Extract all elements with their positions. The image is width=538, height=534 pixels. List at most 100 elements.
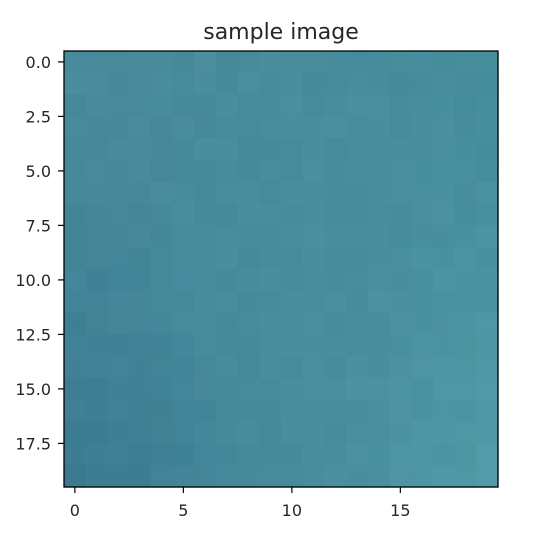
heatmap-cell	[411, 334, 434, 357]
heatmap-cell	[150, 203, 174, 226]
heatmap-cell	[150, 334, 174, 357]
heatmap-cell	[281, 334, 304, 357]
heatmap-cell	[324, 94, 347, 117]
heatmap-cell	[64, 160, 87, 183]
heatmap-cell	[302, 443, 325, 466]
heatmap-cell	[324, 269, 347, 292]
heatmap-cell	[150, 116, 174, 139]
heatmap-cell	[215, 290, 239, 314]
heatmap-cell	[324, 421, 347, 444]
heatmap-cell	[129, 334, 152, 357]
heatmap-cell	[411, 72, 434, 96]
heatmap-cell	[324, 356, 347, 379]
heatmap-cell	[281, 72, 304, 96]
heatmap-cell	[85, 181, 108, 205]
heatmap-cell	[172, 356, 195, 379]
heatmap-cell	[324, 443, 347, 466]
heatmap-cell	[150, 94, 174, 117]
heatmap-cell	[150, 421, 174, 444]
heatmap-cell	[324, 203, 347, 226]
x-axis: 0 5 10 15	[70, 487, 411, 520]
y-tick-label: 0.0	[26, 53, 51, 72]
heatmap-cell	[389, 160, 412, 183]
heatmap-cell	[64, 399, 87, 423]
heatmap-cell	[346, 269, 369, 292]
heatmap-cell	[215, 334, 239, 357]
heatmap-cell	[389, 269, 412, 292]
heatmap-cell	[85, 247, 108, 270]
heatmap-cell	[476, 312, 499, 335]
heatmap-cell	[129, 356, 152, 379]
heatmap-cell	[367, 94, 391, 117]
heatmap-cell	[172, 181, 195, 205]
heatmap-cell	[172, 312, 195, 335]
heatmap-cell	[411, 181, 434, 205]
heatmap-cell	[346, 116, 369, 139]
heatmap-cell	[389, 247, 412, 270]
heatmap-cell	[237, 116, 260, 139]
heatmap-cell	[194, 399, 217, 423]
heatmap-cell	[237, 94, 260, 117]
heatmap-cell	[259, 247, 282, 270]
heatmap-cell	[215, 181, 239, 205]
heatmap-cell	[194, 247, 217, 270]
heatmap-cell	[85, 160, 108, 183]
heatmap-cell	[411, 94, 434, 117]
heatmap-cell	[302, 72, 325, 96]
heatmap-cell	[85, 356, 108, 379]
heatmap-cell	[411, 290, 434, 314]
heatmap-cell	[432, 160, 456, 183]
heatmap-cell	[85, 94, 108, 117]
heatmap-cell	[107, 51, 130, 74]
heatmap-cell	[411, 225, 434, 248]
heatmap-cells	[64, 51, 499, 488]
heatmap-cell	[281, 116, 304, 139]
heatmap-cell	[411, 116, 434, 139]
heatmap-cell	[389, 443, 412, 466]
heatmap-cell	[454, 312, 477, 335]
heatmap-cell	[367, 290, 391, 314]
heatmap-cell	[281, 465, 304, 488]
heatmap-cell	[107, 421, 130, 444]
heatmap-cell	[454, 72, 477, 96]
heatmap-cell	[215, 72, 239, 96]
heatmap-cell	[259, 269, 282, 292]
heatmap-cell	[129, 138, 152, 161]
heatmap-cell	[454, 138, 477, 161]
x-tick-label: 10	[282, 501, 302, 520]
heatmap-cell	[454, 443, 477, 466]
heatmap-cell	[411, 443, 434, 466]
heatmap-cell	[432, 421, 456, 444]
heatmap-cell	[237, 225, 260, 248]
heatmap-cell	[432, 312, 456, 335]
heatmap-cell	[64, 247, 87, 270]
heatmap-cell	[259, 94, 282, 117]
heatmap-cell	[281, 51, 304, 74]
heatmap-cell	[389, 94, 412, 117]
heatmap-cell	[346, 290, 369, 314]
heatmap-cell	[281, 378, 304, 401]
heatmap-cell	[64, 334, 87, 357]
heatmap-cell	[411, 378, 434, 401]
heatmap-cell	[432, 465, 456, 488]
heatmap-cell	[194, 356, 217, 379]
heatmap-cell	[150, 465, 174, 488]
heatmap-cell	[194, 465, 217, 488]
heatmap-cell	[411, 203, 434, 226]
heatmap-cell	[85, 225, 108, 248]
heatmap-cell	[367, 399, 391, 423]
heatmap-cell	[411, 312, 434, 335]
heatmap-cell	[324, 138, 347, 161]
heatmap-cell	[85, 290, 108, 314]
y-tick-label: 15.0	[15, 380, 51, 399]
heatmap-cell	[346, 225, 369, 248]
heatmap-cell	[476, 116, 499, 139]
heatmap-cell	[215, 94, 239, 117]
heatmap-cell	[454, 465, 477, 488]
heatmap-cell	[237, 203, 260, 226]
heatmap-cell	[476, 290, 499, 314]
heatmap-cell	[85, 443, 108, 466]
heatmap-cell	[194, 116, 217, 139]
heatmap-cell	[367, 72, 391, 96]
heatmap-cell	[302, 334, 325, 357]
